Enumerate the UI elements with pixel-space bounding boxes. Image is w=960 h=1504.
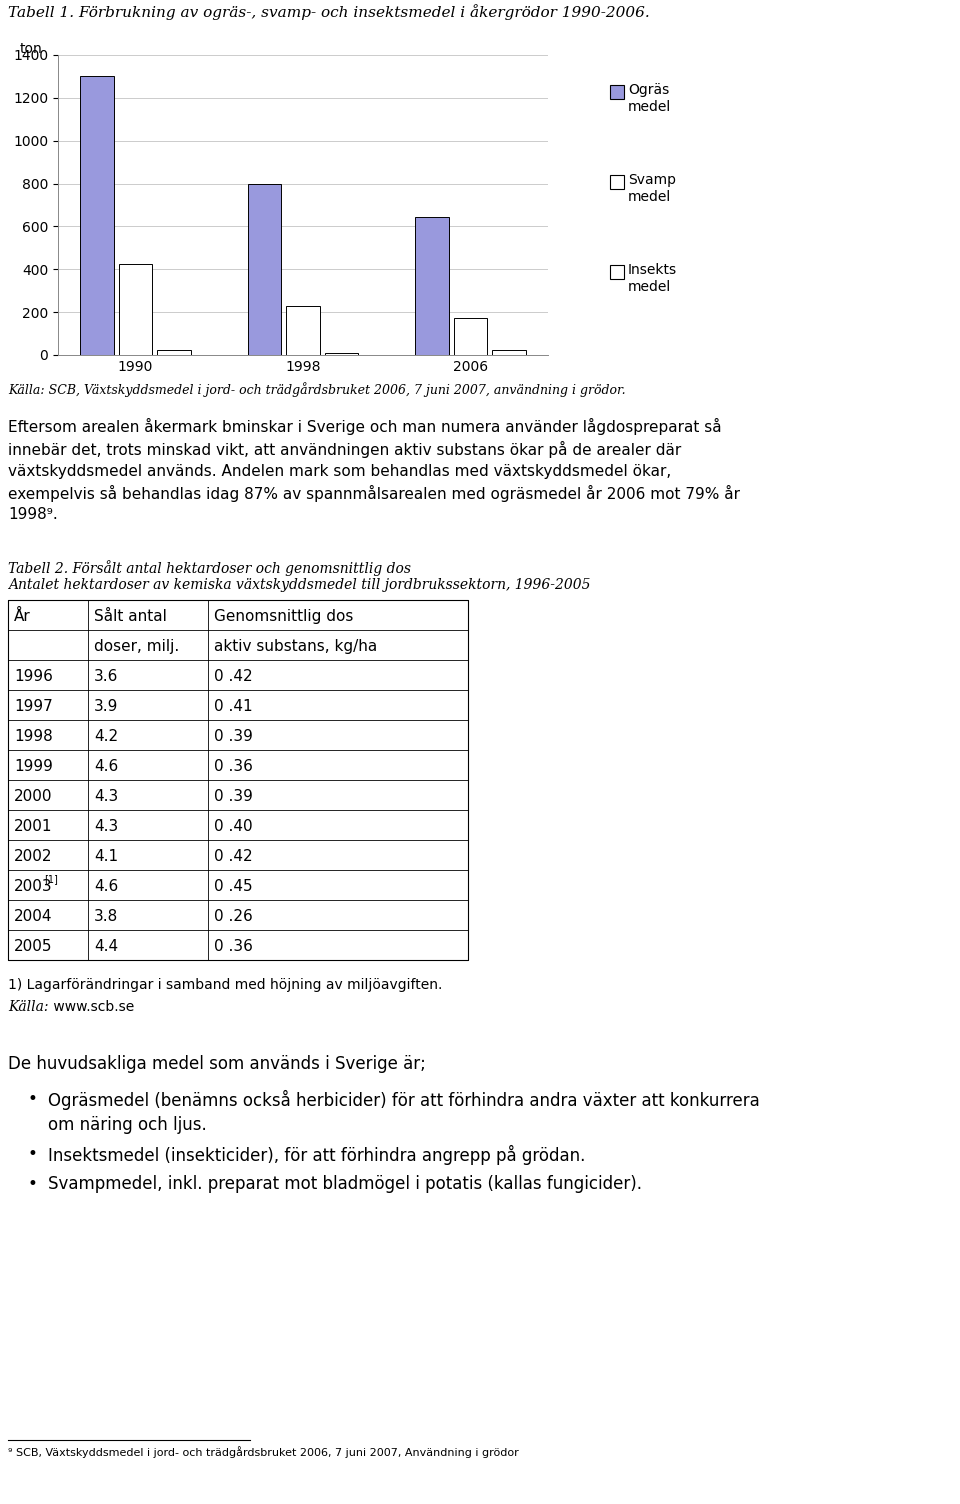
Text: Genomsnittlig dos: Genomsnittlig dos	[214, 609, 353, 624]
Text: 0 .39: 0 .39	[214, 729, 252, 744]
Text: 4.3: 4.3	[94, 820, 118, 835]
Text: 4.1: 4.1	[94, 848, 118, 863]
Text: 0 .26: 0 .26	[214, 908, 252, 923]
Bar	[157, 349, 191, 355]
Text: 1997: 1997	[14, 699, 53, 714]
Bar	[119, 263, 153, 355]
Bar	[492, 349, 526, 355]
Text: 2002: 2002	[14, 848, 53, 863]
Text: 3.6: 3.6	[94, 669, 118, 684]
Text: 0 .41: 0 .41	[214, 699, 252, 714]
Text: 4.6: 4.6	[94, 760, 118, 775]
Text: Sålt antal: Sålt antal	[94, 609, 167, 624]
Text: Ogräsmedel (benämns också herbicider) för att förhindra andra växter att konkurr: Ogräsmedel (benämns också herbicider) fö…	[48, 1090, 759, 1134]
Text: 2003: 2003	[14, 878, 53, 893]
Text: 2001: 2001	[14, 820, 53, 835]
Text: Tabell 1. Förbrukning av ogräs-, svamp- och insektsmedel i åkergrödor 1990-2006.: Tabell 1. Förbrukning av ogräs-, svamp- …	[8, 5, 650, 20]
Text: 0 .39: 0 .39	[214, 790, 252, 805]
Text: Källa: SCB, Växtskyddsmedel i jord- och trädgårdsbruket 2006, 7 juni 2007, använ: Källa: SCB, Växtskyddsmedel i jord- och …	[8, 382, 626, 397]
Text: doser, milj.: doser, milj.	[94, 639, 180, 654]
Bar	[286, 305, 320, 355]
Text: ton: ton	[20, 42, 43, 56]
Text: 2000: 2000	[14, 790, 53, 805]
Text: Svampmedel, inkl. preparat mot bladmögel i potatis (kallas fungicider).: Svampmedel, inkl. preparat mot bladmögel…	[48, 1175, 642, 1193]
Text: Svamp
medel: Svamp medel	[628, 173, 676, 205]
Text: 3.8: 3.8	[94, 908, 118, 923]
Text: 0 .40: 0 .40	[214, 820, 252, 835]
Text: Källa:: Källa:	[8, 1000, 49, 1014]
Text: ⁹ SCB, Växtskyddsmedel i jord- och trädgårdsbruket 2006, 7 juni 2007, Användning: ⁹ SCB, Växtskyddsmedel i jord- och trädg…	[8, 1445, 518, 1457]
Text: Insektsmedel (insekticider), för att förhindra angrepp på grödan.: Insektsmedel (insekticider), för att för…	[48, 1145, 586, 1166]
Text: •: •	[28, 1090, 37, 1108]
Text: 0 .36: 0 .36	[214, 938, 252, 954]
Text: Antalet hektardoser av kemiska växtskyddsmedel till jordbrukssektorn, 1996-2005: Antalet hektardoser av kemiska växtskydd…	[8, 578, 590, 593]
Text: 0 .45: 0 .45	[214, 878, 252, 893]
Text: 1999: 1999	[14, 760, 53, 775]
Text: 0 .42: 0 .42	[214, 669, 252, 684]
Text: 4.3: 4.3	[94, 790, 118, 805]
Text: [1]: [1]	[44, 874, 58, 884]
Bar	[454, 317, 488, 355]
Text: www.scb.se: www.scb.se	[49, 1000, 134, 1014]
Bar	[416, 217, 448, 355]
Text: 2005: 2005	[14, 938, 53, 954]
Text: Ogräs
medel: Ogräs medel	[628, 83, 671, 114]
Text: 0 .36: 0 .36	[214, 760, 252, 775]
Text: De huvudsakliga medel som används i Sverige är;: De huvudsakliga medel som används i Sver…	[8, 1054, 426, 1072]
Text: Eftersom arealen åkermark bminskar i Sverige och man numera använder lågdosprepa: Eftersom arealen åkermark bminskar i Sve…	[8, 418, 740, 522]
Text: •: •	[28, 1145, 37, 1163]
Text: •: •	[28, 1175, 37, 1193]
Text: 1) Lagarförändringar i samband med höjning av miljöavgiften.: 1) Lagarförändringar i samband med höjni…	[8, 978, 443, 993]
Text: Tabell 2. Försålt antal hektardoser och genomsnittlig dos: Tabell 2. Försålt antal hektardoser och …	[8, 559, 411, 576]
Text: 4.4: 4.4	[94, 938, 118, 954]
Text: År: År	[14, 609, 31, 624]
Text: 4.2: 4.2	[94, 729, 118, 744]
Text: 1998: 1998	[14, 729, 53, 744]
Bar	[81, 77, 114, 355]
Bar	[324, 353, 358, 355]
Text: 3.9: 3.9	[94, 699, 118, 714]
Text: 2004: 2004	[14, 908, 53, 923]
Text: aktiv substans, kg/ha: aktiv substans, kg/ha	[214, 639, 377, 654]
Text: Insekts
medel: Insekts medel	[628, 263, 677, 295]
Text: 4.6: 4.6	[94, 878, 118, 893]
Text: 0 .42: 0 .42	[214, 848, 252, 863]
Bar	[248, 183, 281, 355]
Text: 1996: 1996	[14, 669, 53, 684]
